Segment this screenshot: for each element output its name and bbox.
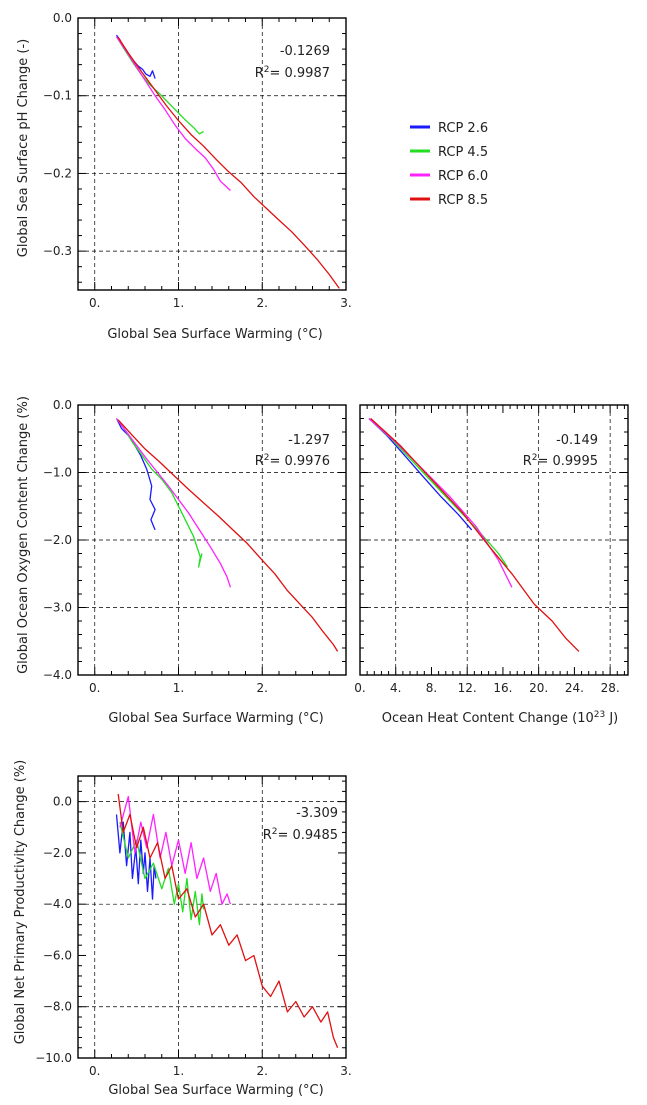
r-squared-prefix: R [255,454,264,469]
y-tick-label: −4.0 [43,897,72,911]
y-tick-label: 0.0 [53,795,72,809]
x-tick-label: 0. [89,1064,100,1078]
plot-area [77,775,347,1059]
y-tick-label: −4.0 [43,668,72,682]
series-line-rcp-4-5 [119,821,205,926]
x-tick-label: 8. [426,681,437,695]
x-axis-label-unit: J) [605,711,618,726]
y-tick-label: −1.0 [43,466,72,480]
slope-annotation: -0.149 [556,433,598,448]
x-tick-label: 0. [89,681,100,695]
y-tick-label: −0.2 [43,166,72,180]
series-line-rcp-6-0 [115,36,231,191]
x-tick-label: 3. [340,1064,351,1078]
plot-area [77,17,347,291]
r-squared-annotation: R2= 0.9987 [255,65,330,81]
r-squared-annotation: R2= 0.9995 [523,453,598,469]
panel-oxygen-vs-warming: Global Ocean Oxygen Content Change (%) G… [16,396,347,726]
series-line-rcp-2-6 [115,34,156,79]
legend-label: RCP 6.0 [438,169,488,184]
x-tick-label: 1. [173,681,184,695]
slope-annotation: -1.297 [288,433,330,448]
x-axis-label: Global Sea Surface Warming (°C) [107,327,322,342]
panel-oxygen-vs-heat-content: Ocean Heat Content Change (1023 J) -0.14… [354,404,629,726]
r-squared-prefix: R [263,828,272,843]
y-axis-label: Global Ocean Oxygen Content Change (%) [16,396,31,674]
y-tick-label: −6.0 [43,948,72,962]
r-squared-exponent: 2 [264,453,270,463]
series-line-rcp-6-0 [115,418,232,588]
y-tick-label: −0.1 [43,89,72,103]
legend-label: RCP 4.5 [438,145,488,160]
r-squared-value: = 0.9987 [269,66,330,81]
series-line-rcp-4-5 [115,418,203,568]
legend-label: RCP 2.6 [438,121,488,136]
series-line-rcp-2-6 [115,418,156,531]
x-tick-label: 12. [458,681,477,695]
series-line-rcp-8-5 [117,37,340,289]
x-axis-label-exponent: 23 [594,710,605,720]
y-tick-label: −2.0 [43,533,72,547]
x-tick-label: 16. [493,681,512,695]
x-tick-label: 1. [173,1064,184,1078]
x-tick-label: 0. [354,681,365,695]
y-tick-label: 0.0 [53,398,72,412]
series-line-rcp-8-5 [117,793,339,1048]
x-axis-label-main: Ocean Heat Content Change (10 [382,711,594,726]
series-line-rcp-4-5 [368,418,508,568]
x-tick-label: 0. [89,296,100,310]
y-axis-label: Global Sea Surface pH Change (-) [16,39,31,258]
r-squared-annotation: R2= 0.9485 [263,827,338,843]
x-tick-label: 1. [173,296,184,310]
slope-annotation: -3.309 [296,806,338,821]
r-squared-prefix: R [255,66,264,81]
series-line-rcp-6-0 [119,795,232,905]
r-squared-value: = 0.9485 [277,828,338,843]
x-axis-label: Ocean Heat Content Change (1023 J) [382,710,619,726]
x-tick-label: 20. [529,681,548,695]
series-line-rcp-2-6 [368,418,473,531]
r-squared-prefix: R [523,454,532,469]
y-tick-label: −2.0 [43,846,72,860]
y-tick-label: 0.0 [53,11,72,25]
r-squared-annotation: R2= 0.9976 [255,453,330,469]
series-line-rcp-4-5 [115,36,204,135]
y-tick-label: −3.0 [43,601,72,615]
x-tick-label: 2. [257,681,268,695]
panel-npp-vs-warming: Global Net Primary Productivity Change (… [13,760,352,1098]
r-squared-exponent: 2 [264,65,270,75]
r-squared-exponent: 2 [532,453,538,463]
legend: RCP 2.6 RCP 4.5 RCP 6.0 RCP 8.5 [410,121,488,208]
slope-annotation: -0.1269 [280,44,330,59]
x-tick-label: 3. [340,296,351,310]
y-axis-label: Global Net Primary Productivity Change (… [13,760,28,1045]
plot-area [77,404,347,676]
x-tick-label: 24. [565,681,584,695]
x-tick-label: 2. [257,1064,268,1078]
panel-ph-vs-warming: Global Sea Surface pH Change (-) Global … [16,11,352,342]
x-tick-label: 28. [601,681,620,695]
x-tick-label: 2. [257,296,268,310]
r-squared-exponent: 2 [272,827,278,837]
series-line-rcp-8-5 [370,418,580,652]
x-tick-label: 4. [390,681,401,695]
plot-area [359,404,629,676]
x-axis-label: Global Sea Surface Warming (°C) [108,1083,323,1098]
legend-label: RCP 8.5 [438,193,488,208]
y-tick-label: −8.0 [43,1000,72,1014]
r-squared-value: = 0.9995 [537,454,598,469]
series-line-rcp-6-0 [368,418,513,588]
series-line-rcp-8-5 [117,419,339,652]
x-axis-label: Global Sea Surface Warming (°C) [108,711,323,726]
y-tick-label: −10.0 [35,1051,72,1065]
y-tick-label: −0.3 [43,244,72,258]
r-squared-value: = 0.9976 [269,454,330,469]
